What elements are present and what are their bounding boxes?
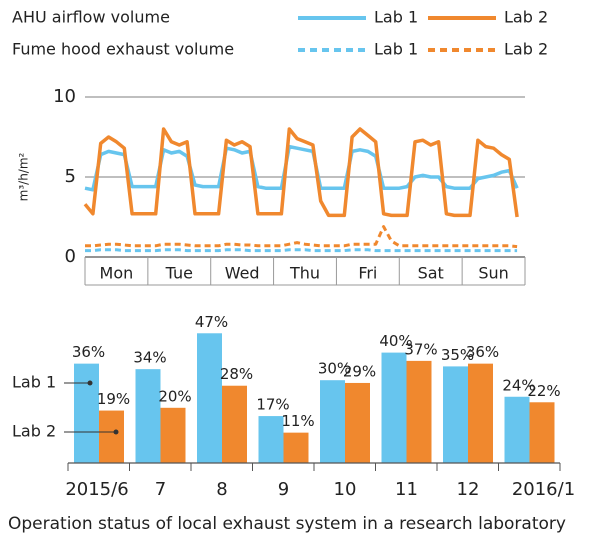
data-label: 47%: [195, 313, 228, 331]
bar: [504, 396, 530, 463]
x-tick-label: Mon: [100, 264, 134, 283]
bar: [468, 363, 493, 463]
x-tick-label: 10: [334, 479, 357, 500]
bar: [99, 410, 124, 463]
series-line: [85, 248, 518, 253]
data-label: 40%: [379, 332, 412, 350]
legend-label: Lab 2: [12, 422, 56, 441]
x-tick-label: Thu: [289, 264, 320, 283]
data-label: 17%: [256, 396, 289, 414]
data-label: 36%: [72, 343, 105, 361]
data-label: 28%: [220, 365, 253, 383]
data-label: 11%: [281, 412, 314, 430]
legend-label: Lab 1: [374, 8, 418, 27]
data-label: 20%: [158, 387, 191, 405]
legend-label: Lab 1: [374, 40, 418, 59]
bar: [406, 360, 432, 463]
x-tick-label: 9: [278, 479, 289, 500]
y-tick-label: 0: [65, 246, 76, 267]
bar: [135, 369, 161, 463]
legend-row-label: AHU airflow volume: [12, 8, 170, 27]
x-tick-label: Wed: [225, 264, 260, 283]
data-label: 36%: [466, 343, 499, 361]
x-tick-label: 8: [216, 479, 227, 500]
bar: [258, 416, 284, 463]
bar: [320, 380, 345, 463]
bar: [74, 363, 99, 463]
bar: [160, 407, 186, 463]
data-label: 19%: [97, 390, 130, 408]
legend-label: Lab 2: [504, 8, 548, 27]
y-tick-label: 5: [65, 166, 76, 187]
x-tick-label: 2015/6: [65, 479, 128, 500]
bar: [222, 385, 247, 463]
caption: Operation status of local exhaust system…: [8, 514, 566, 534]
x-tick-label: Fri: [358, 264, 377, 283]
data-label: 24%: [502, 376, 535, 394]
data-label: 34%: [133, 349, 166, 367]
data-label: 30%: [318, 360, 351, 378]
bar: [283, 432, 309, 463]
data-label: 22%: [527, 382, 560, 400]
x-tick-label: 11: [395, 479, 418, 500]
y-tick-label: 10: [53, 86, 76, 107]
x-tick-label: Sun: [478, 264, 508, 283]
series-line: [85, 225, 518, 249]
legend-row-label: Fume hood exhaust volume: [12, 40, 234, 59]
y-axis-label: m³/h/m²: [17, 152, 31, 201]
bar: [443, 366, 468, 463]
x-tick-label: 12: [457, 479, 480, 500]
bar: [529, 402, 555, 463]
series-line: [84, 144, 519, 192]
data-label: 29%: [343, 362, 376, 380]
x-tick-label: 7: [155, 479, 166, 500]
series-line: [83, 127, 519, 218]
x-tick-label: Tue: [165, 264, 193, 283]
legend-label: Lab 2: [504, 40, 548, 59]
data-label: 37%: [404, 340, 437, 358]
bar: [345, 382, 370, 463]
x-tick-label: Sat: [418, 264, 444, 283]
bar: [381, 352, 407, 463]
bar: [197, 333, 222, 463]
legend-label: Lab 1: [12, 373, 56, 392]
legend-dot: [113, 429, 119, 435]
data-label: 35%: [441, 346, 474, 364]
legend-dot: [87, 380, 93, 386]
x-tick-label: 2016/1: [512, 479, 575, 500]
